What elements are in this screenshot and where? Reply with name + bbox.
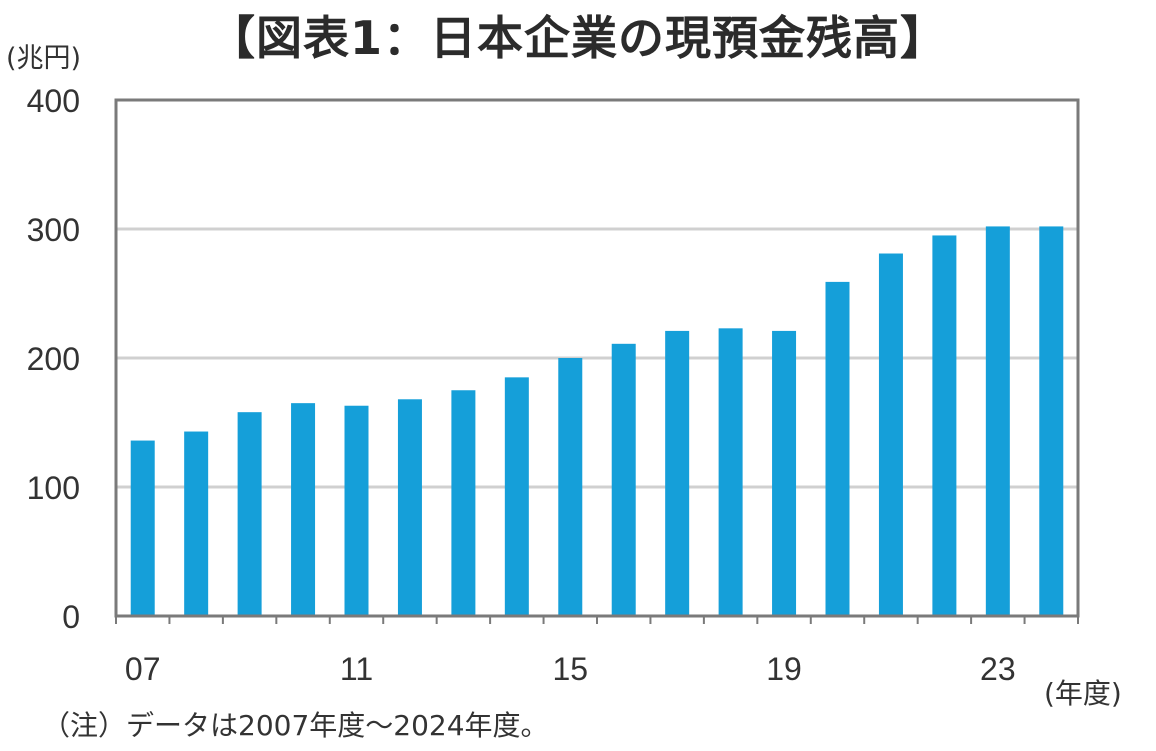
bar-12 [397, 399, 422, 616]
bar-13 [451, 390, 476, 616]
y-axis-ticks: 0 100 200 300 400 [27, 83, 80, 635]
y-tick-label: 300 [27, 212, 80, 248]
bar-08 [184, 431, 209, 616]
bar-22 [932, 235, 957, 616]
x-tick-label: 07 [125, 651, 161, 687]
chart-title: 【図表1：日本企業の現預金残高】 [208, 11, 947, 65]
bar-09 [237, 412, 262, 616]
x-tick-label: 19 [766, 651, 802, 687]
y-tick-label: 200 [27, 341, 80, 377]
bar-18 [718, 328, 743, 616]
bars [130, 226, 1064, 617]
x-axis-ticks: 07 11 15 19 23 [115, 616, 1079, 687]
bar-21 [878, 253, 903, 616]
bar-20 [825, 281, 850, 616]
bar-23 [985, 226, 1010, 617]
chart-note: （注）データは2007年度～2024年度。 [42, 709, 549, 742]
bar-07 [130, 440, 155, 616]
bar-11 [344, 405, 369, 616]
bar-10 [291, 403, 316, 616]
bar-15 [558, 358, 583, 616]
y-tick-label: 100 [27, 470, 80, 506]
x-axis-unit: (年度) [1044, 677, 1122, 710]
bar-16 [611, 343, 636, 616]
bar-24 [1039, 226, 1064, 617]
bar-19 [772, 330, 797, 616]
gridlines [116, 227, 1078, 489]
bar-14 [504, 377, 529, 616]
y-tick-label: 0 [62, 599, 80, 635]
y-tick-label: 400 [27, 83, 80, 119]
y-axis-unit: (兆円) [6, 43, 82, 74]
x-tick-label: 11 [340, 651, 373, 687]
bar-17 [665, 330, 690, 616]
x-tick-label: 23 [980, 651, 1016, 687]
x-tick-label: 15 [552, 651, 588, 687]
